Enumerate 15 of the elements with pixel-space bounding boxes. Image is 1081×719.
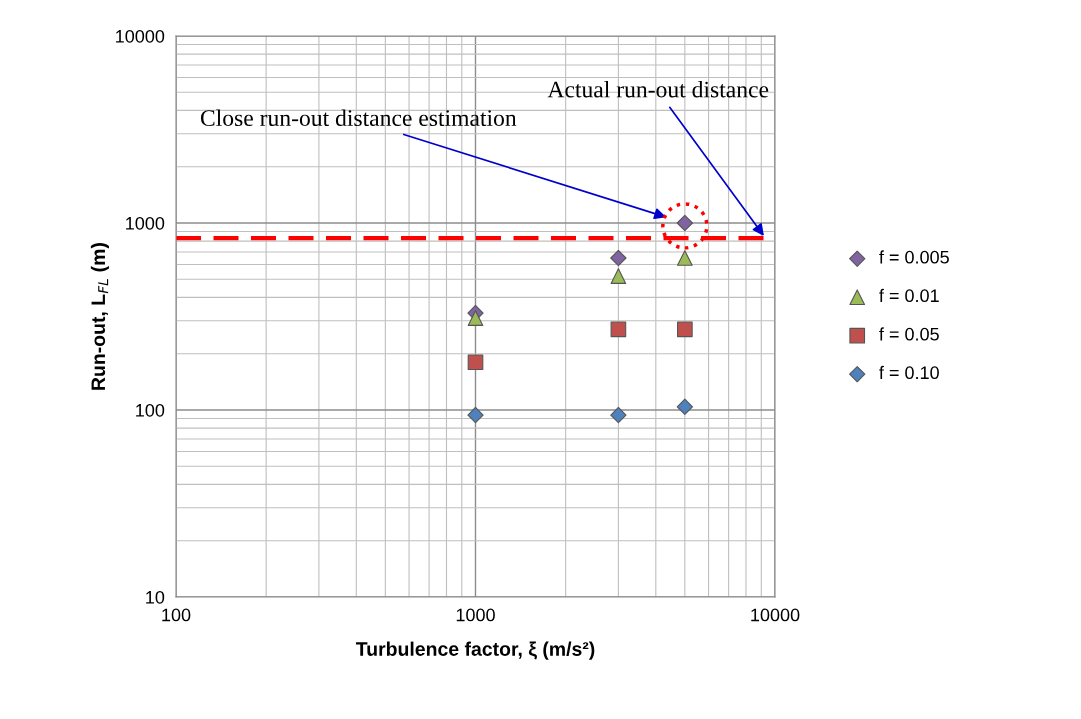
legend-label: f = 0.10	[879, 365, 939, 380]
y-tick-label: 10	[146, 590, 165, 604]
y-tick-label: 100	[136, 403, 165, 417]
y-tick-label: 10000	[116, 29, 165, 43]
x-tick-label: 100	[162, 608, 191, 622]
ref-line-label: Actual run-out distance	[547, 80, 769, 98]
y-tick-label: 1000	[126, 216, 165, 230]
legend-label: f = 0.05	[879, 327, 939, 341]
legend-label: f = 0.01	[879, 288, 939, 303]
x-axis-title: Turbulence factor, ξ (m/s²)	[355, 641, 595, 660]
annotation: Close run-out distance estimation	[200, 109, 517, 127]
x-tick-label: 1000	[456, 608, 495, 622]
y-axis-title: Run-out, L$_{FL}$ (m)	[90, 243, 109, 390]
x-tick-label: 10000	[751, 608, 800, 622]
legend-label: f = 0.005	[879, 250, 949, 264]
